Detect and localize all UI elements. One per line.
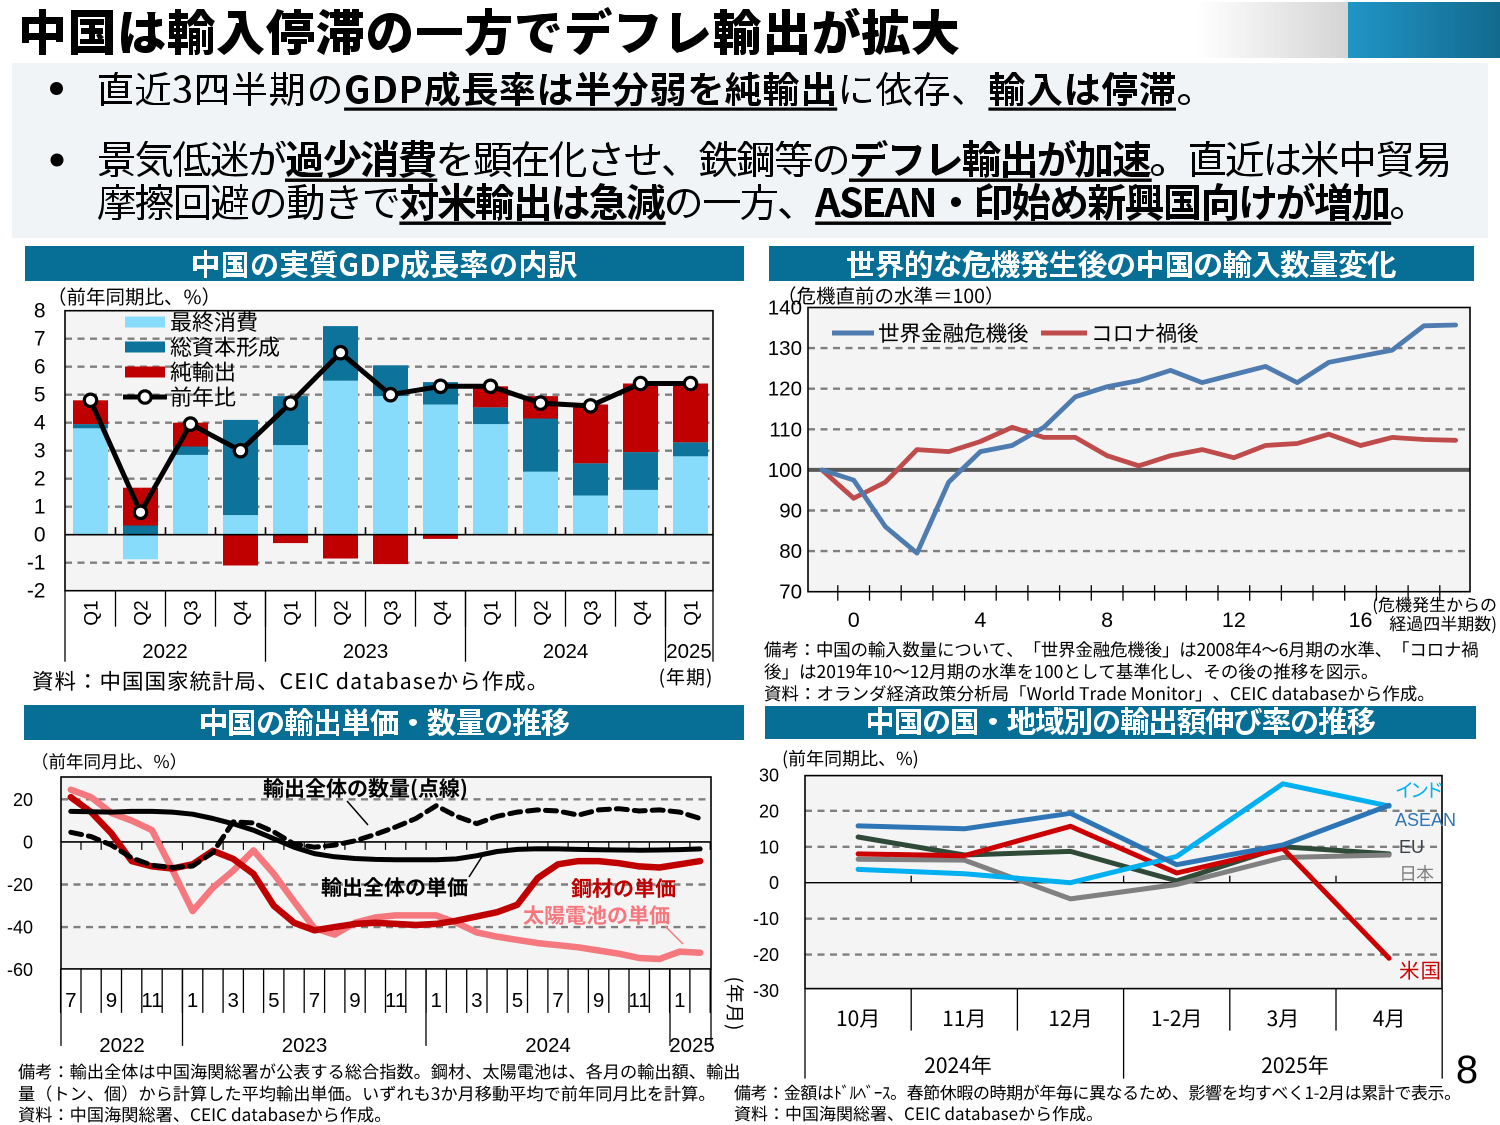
svg-text:110: 110 — [769, 418, 802, 441]
svg-text:2022: 2022 — [99, 1034, 145, 1057]
svg-text:16: 16 — [1349, 608, 1373, 632]
svg-text:-60: -60 — [7, 960, 33, 980]
svg-text:1: 1 — [674, 989, 685, 1012]
svg-text:4: 4 — [974, 608, 986, 632]
svg-text:2024: 2024 — [543, 640, 589, 663]
svg-text:7: 7 — [309, 989, 320, 1012]
svg-text:11: 11 — [629, 989, 650, 1012]
svg-text:2024: 2024 — [525, 1034, 571, 1057]
svg-text:Q3: Q3 — [582, 600, 603, 625]
svg-text:-2: -2 — [27, 580, 46, 603]
svg-text:Q3: Q3 — [382, 600, 403, 625]
svg-text:1: 1 — [187, 989, 198, 1012]
svg-text:140: 140 — [768, 297, 802, 320]
svg-text:-40: -40 — [7, 918, 33, 938]
svg-text:Q1: Q1 — [682, 600, 703, 625]
svg-text:4: 4 — [34, 412, 46, 435]
svg-text:7: 7 — [65, 989, 76, 1012]
svg-text:5: 5 — [512, 989, 523, 1012]
svg-text:Q2: Q2 — [532, 600, 553, 625]
svg-text:6: 6 — [34, 356, 46, 379]
svg-text:20: 20 — [759, 801, 779, 821]
svg-text:Q2: Q2 — [332, 600, 353, 625]
svg-text:10: 10 — [759, 837, 779, 857]
svg-text:EU: EU — [1399, 837, 1424, 857]
svg-text:90: 90 — [779, 500, 802, 523]
svg-text:0: 0 — [34, 524, 46, 547]
svg-text:Q3: Q3 — [182, 600, 203, 625]
svg-text:9: 9 — [349, 989, 360, 1012]
svg-text:9: 9 — [106, 989, 117, 1012]
svg-text:100: 100 — [768, 459, 802, 482]
svg-text:Q1: Q1 — [82, 600, 103, 625]
svg-text:80: 80 — [779, 540, 802, 563]
svg-text:2025: 2025 — [669, 1034, 715, 1057]
svg-text:11: 11 — [385, 989, 406, 1012]
svg-text:8: 8 — [1456, 1048, 1478, 1092]
svg-text:5: 5 — [268, 989, 279, 1012]
svg-text:1: 1 — [430, 989, 441, 1012]
svg-text:7: 7 — [552, 989, 563, 1012]
svg-text:-1: -1 — [27, 552, 46, 575]
svg-text:Q2: Q2 — [132, 600, 153, 625]
svg-text:0: 0 — [769, 873, 779, 893]
svg-text:8: 8 — [34, 300, 46, 323]
svg-text:2025: 2025 — [666, 640, 712, 663]
svg-text:11: 11 — [141, 989, 162, 1012]
svg-text:2023: 2023 — [343, 640, 389, 663]
svg-text:8: 8 — [1101, 608, 1113, 632]
svg-text:5: 5 — [34, 384, 46, 407]
svg-text:20: 20 — [13, 790, 33, 810]
svg-text:-30: -30 — [753, 981, 779, 1001]
svg-text:3: 3 — [471, 989, 482, 1012]
svg-text:3: 3 — [34, 440, 46, 463]
svg-text:3: 3 — [227, 989, 238, 1012]
svg-text:-10: -10 — [753, 909, 779, 929]
svg-text:Q1: Q1 — [482, 600, 503, 625]
svg-text:-20: -20 — [7, 875, 33, 895]
svg-text:2: 2 — [34, 468, 46, 491]
svg-text:12: 12 — [1222, 608, 1246, 632]
svg-text:120: 120 — [768, 378, 802, 401]
svg-text:30: 30 — [759, 765, 779, 785]
svg-text:Q4: Q4 — [232, 600, 253, 626]
svg-text:9: 9 — [593, 989, 604, 1012]
svg-text:0: 0 — [23, 832, 33, 852]
svg-text:ASEAN: ASEAN — [1395, 810, 1456, 830]
svg-text:130: 130 — [768, 337, 802, 360]
svg-text:1: 1 — [34, 496, 46, 519]
svg-text:2022: 2022 — [142, 640, 188, 663]
svg-text:70: 70 — [779, 581, 802, 604]
svg-text:-20: -20 — [753, 945, 779, 965]
svg-text:0: 0 — [848, 608, 860, 632]
svg-text:7: 7 — [34, 328, 46, 351]
svg-text:2023: 2023 — [282, 1034, 328, 1057]
svg-text:Q4: Q4 — [432, 600, 453, 626]
svg-text:Q4: Q4 — [632, 600, 653, 626]
svg-text:Q1: Q1 — [282, 600, 303, 625]
